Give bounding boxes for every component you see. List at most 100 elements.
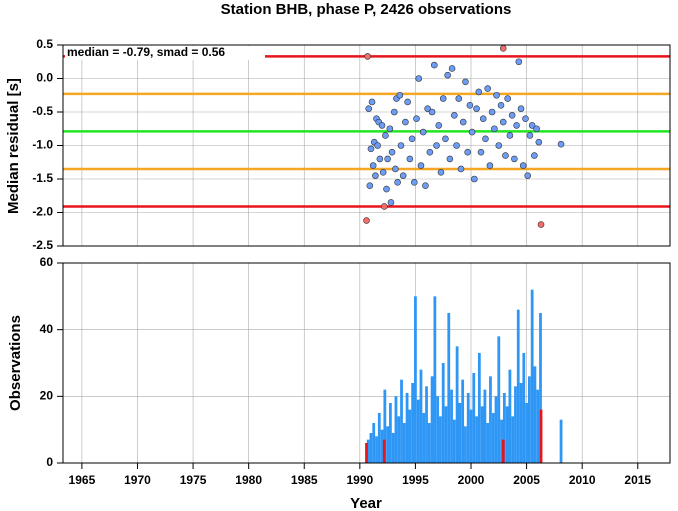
x-tick-label: 1990 [346,473,373,487]
point [466,102,474,109]
x-tick-label: 1965 [69,473,96,487]
y-tick-label: -2.5 [32,238,53,252]
point [408,135,416,143]
y-tick-label: -2.0 [32,205,53,219]
bar [483,389,487,463]
point [372,172,379,179]
point [471,175,478,183]
point [537,221,545,228]
point [484,85,491,92]
bar [397,416,401,463]
point [426,148,434,156]
point [453,142,460,149]
point [446,155,454,163]
point [399,172,407,179]
bar [536,389,540,463]
bar [402,423,406,463]
bar [477,353,481,463]
bar [389,403,392,463]
point [366,182,374,189]
point [495,142,503,149]
point [511,155,518,163]
point [473,105,480,112]
x-tick-label: 2000 [458,473,485,487]
bar [436,396,440,463]
point [526,132,534,139]
point [477,148,485,156]
point [419,128,427,136]
bar [369,433,373,463]
bar [505,406,509,463]
point [533,125,540,133]
y-tick-label: 40 [40,322,54,336]
bar [508,369,512,463]
bar [439,416,442,463]
bar [455,346,459,463]
bar [559,419,563,463]
point [524,172,531,179]
bar [430,376,434,463]
point [388,148,396,156]
point [451,112,458,119]
y-tick-label: -1.0 [32,138,53,152]
point [368,98,376,106]
bar [405,393,409,463]
point [531,152,538,159]
point [428,108,436,116]
bar [489,376,492,463]
point [392,165,399,173]
point [506,132,514,139]
point [415,75,423,82]
bar [425,386,428,463]
point [528,122,536,129]
point [499,45,507,52]
bar [486,423,490,463]
point [444,71,451,79]
bar [480,406,484,463]
bar [366,439,370,463]
point [513,122,520,129]
point [522,115,529,122]
bar [475,416,478,463]
point [386,125,394,133]
bar [516,309,520,463]
chart-title: Station BHB, phase P, 2426 observations [221,1,512,18]
point [431,61,438,69]
y-tick-label: 0 [46,455,53,469]
point [387,199,395,206]
point [448,65,456,72]
bar [365,443,368,463]
point [394,179,401,186]
point [462,78,469,86]
plot-frame [62,44,671,247]
bar [391,433,395,463]
point [535,138,543,146]
point [502,152,509,159]
x-tick-label: 1985 [291,473,318,487]
bar [447,313,451,463]
bar [441,363,445,463]
point [364,53,371,60]
point [499,118,507,126]
point [365,105,373,112]
bar [502,393,506,463]
point [367,145,375,153]
bar [539,313,542,463]
bar [525,403,528,463]
point [459,118,467,126]
point [369,162,377,169]
y-axis-label: Observations [7,315,24,411]
point [437,169,445,176]
bar [380,429,384,463]
point [508,112,516,119]
point [455,95,463,102]
bar [530,289,534,463]
point [374,142,381,149]
point [515,58,523,66]
bar [394,396,398,463]
y-tick-label: 0.0 [36,71,53,85]
bar [383,389,387,463]
point [424,105,431,112]
bar [522,353,526,463]
